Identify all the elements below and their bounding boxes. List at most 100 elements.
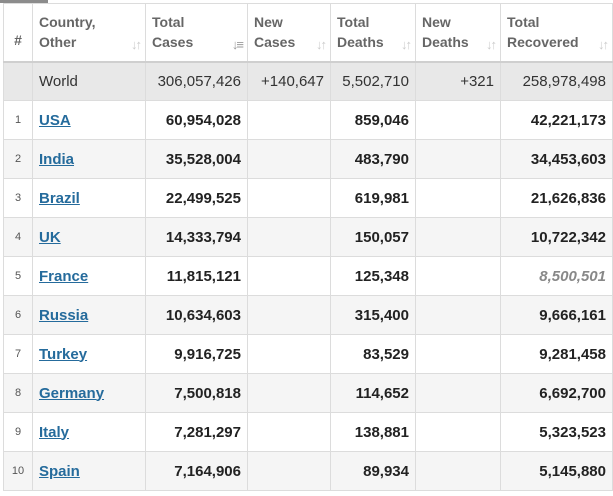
- total-deaths-cell: 83,529: [330, 334, 416, 374]
- header-rank[interactable]: #: [3, 3, 33, 63]
- rank-cell: 3: [3, 178, 33, 218]
- country-link[interactable]: Spain: [39, 462, 80, 480]
- total-deaths-cell: 315,400: [330, 295, 416, 335]
- country-link[interactable]: Brazil: [39, 189, 80, 207]
- country-link[interactable]: Germany: [39, 384, 105, 402]
- country-cell: Turkey: [32, 334, 146, 374]
- new-cases-cell: [247, 100, 331, 140]
- country-cell: Spain: [32, 451, 146, 491]
- new-cases-cell: [247, 256, 331, 296]
- total-recovered-cell: 10,722,342: [500, 217, 613, 257]
- table-row: 2 India 35,528,004 483,790 34,453,603: [3, 139, 613, 179]
- header-new-deaths[interactable]: New Deaths ↓↑: [415, 3, 501, 63]
- new-deaths-cell: [415, 139, 501, 179]
- rank-cell: 6: [3, 295, 33, 335]
- new-deaths-cell: [415, 373, 501, 413]
- rank-cell: 1: [3, 100, 33, 140]
- sort-arrows-icon[interactable]: ↓↑: [598, 37, 609, 52]
- total-cases-cell: 7,500,818: [145, 373, 248, 413]
- total-recovered-cell: 5,323,523: [500, 412, 613, 452]
- total-recovered-cell: 8,500,501: [500, 256, 613, 296]
- total-deaths-cell: 89,934: [330, 451, 416, 491]
- rank-cell: 5: [3, 256, 33, 296]
- sort-arrows-icon[interactable]: ↓↑: [486, 37, 497, 52]
- new-deaths-cell: [415, 412, 501, 452]
- country-link[interactable]: USA: [39, 111, 71, 129]
- total-deaths-cell: 138,881: [330, 412, 416, 452]
- new-deaths-cell: [415, 451, 501, 491]
- sort-desc-icon[interactable]: ↓≡: [231, 37, 244, 52]
- total-recovered-cell: 5,145,880: [500, 451, 613, 491]
- new-deaths-cell: [415, 178, 501, 218]
- total-deaths-cell: 483,790: [330, 139, 416, 179]
- country-cell: UK: [32, 217, 146, 257]
- total-deaths-cell: 150,057: [330, 217, 416, 257]
- world-total-row: World 306,057,426 +140,647 5,502,710 +32…: [3, 61, 613, 101]
- world-total-cases: 306,057,426: [145, 61, 248, 101]
- table-row: 9 Italy 7,281,297 138,881 5,323,523: [3, 412, 613, 452]
- table-row: 7 Turkey 9,916,725 83,529 9,281,458: [3, 334, 613, 374]
- country-link[interactable]: France: [39, 267, 89, 285]
- total-recovered-cell: 42,221,173: [500, 100, 613, 140]
- country-link[interactable]: Italy: [39, 423, 70, 441]
- top-tab-indicator: [0, 0, 48, 3]
- rank-cell: 2: [3, 139, 33, 179]
- header-country[interactable]: Country, Other ↓↑: [32, 3, 146, 63]
- total-recovered-cell: 9,281,458: [500, 334, 613, 374]
- rank-cell: 10: [3, 451, 33, 491]
- world-country-cell: World: [32, 61, 146, 101]
- total-recovered-cell: 34,453,603: [500, 139, 613, 179]
- new-deaths-cell: [415, 295, 501, 335]
- country-cell: USA: [32, 100, 146, 140]
- covid-stats-table: # Country, Other ↓↑ Total Cases ↓≡ New C…: [3, 3, 613, 491]
- country-cell: Brazil: [32, 178, 146, 218]
- total-cases-cell: 11,815,121: [145, 256, 248, 296]
- country-link[interactable]: Turkey: [39, 345, 88, 363]
- world-total-recovered: 258,978,498: [500, 61, 613, 101]
- total-cases-cell: 60,954,028: [145, 100, 248, 140]
- new-cases-cell: [247, 373, 331, 413]
- total-cases-cell: 9,916,725: [145, 334, 248, 374]
- header-total-deaths[interactable]: Total Deaths ↓↑: [330, 3, 416, 63]
- country-link[interactable]: UK: [39, 228, 61, 246]
- world-new-deaths: +321: [415, 61, 501, 101]
- total-cases-cell: 22,499,525: [145, 178, 248, 218]
- sort-arrows-icon[interactable]: ↓↑: [401, 37, 412, 52]
- total-recovered-cell: 6,692,700: [500, 373, 613, 413]
- header-total-cases[interactable]: Total Cases ↓≡: [145, 3, 248, 63]
- sort-arrows-icon[interactable]: ↓↑: [131, 37, 142, 52]
- country-cell: Germany: [32, 373, 146, 413]
- total-cases-cell: 10,634,603: [145, 295, 248, 335]
- country-link[interactable]: Russia: [39, 306, 89, 324]
- total-deaths-cell: 114,652: [330, 373, 416, 413]
- world-rank-cell: [3, 61, 33, 101]
- table-row: 6 Russia 10,634,603 315,400 9,666,161: [3, 295, 613, 335]
- country-cell: India: [32, 139, 146, 179]
- rank-cell: 8: [3, 373, 33, 413]
- new-cases-cell: [247, 334, 331, 374]
- total-deaths-cell: 859,046: [330, 100, 416, 140]
- table-row: 10 Spain 7,164,906 89,934 5,145,880: [3, 451, 613, 491]
- total-deaths-cell: 619,981: [330, 178, 416, 218]
- header-total-recovered[interactable]: Total Recovered ↓↑: [500, 3, 613, 63]
- country-cell: Russia: [32, 295, 146, 335]
- new-deaths-cell: [415, 100, 501, 140]
- country-link[interactable]: India: [39, 150, 75, 168]
- new-cases-cell: [247, 295, 331, 335]
- world-total-deaths: 5,502,710: [330, 61, 416, 101]
- rank-cell: 7: [3, 334, 33, 374]
- table-row: 1 USA 60,954,028 859,046 42,221,173: [3, 100, 613, 140]
- country-cell: Italy: [32, 412, 146, 452]
- header-new-cases[interactable]: New Cases ↓↑: [247, 3, 331, 63]
- sort-arrows-icon[interactable]: ↓↑: [316, 37, 327, 52]
- table-row: 5 France 11,815,121 125,348 8,500,501: [3, 256, 613, 296]
- new-deaths-cell: [415, 334, 501, 374]
- world-new-cases: +140,647: [247, 61, 331, 101]
- country-rows: 1 USA 60,954,028 859,046 42,221,173 2 In…: [3, 100, 613, 491]
- total-cases-cell: 14,333,794: [145, 217, 248, 257]
- table-row: 3 Brazil 22,499,525 619,981 21,626,836: [3, 178, 613, 218]
- table-row: 4 UK 14,333,794 150,057 10,722,342: [3, 217, 613, 257]
- total-deaths-cell: 125,348: [330, 256, 416, 296]
- total-cases-cell: 35,528,004: [145, 139, 248, 179]
- new-deaths-cell: [415, 217, 501, 257]
